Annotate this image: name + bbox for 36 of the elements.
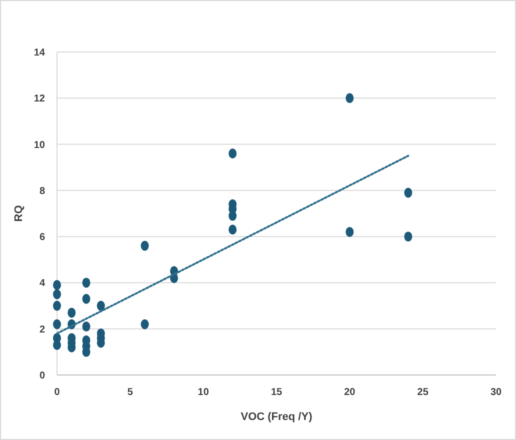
y-tick-label: 6 [39,232,46,244]
x-axis-title: VOC (Freq /Y) [240,411,313,423]
x-tick-label: 25 [417,387,429,398]
x-tick-label: 10 [198,387,210,398]
y-axis-title: RQ [13,204,25,222]
y-tick-label: 2 [39,324,46,336]
y-tick-label: 4 [39,278,46,290]
point [404,232,412,242]
x-tick-label: 5 [127,387,134,398]
y-tick-label: 8 [39,186,46,197]
y-tick-label: 10 [34,140,46,151]
point [53,300,61,311]
x-tick-label: 15 [270,387,282,398]
y-tick-label: 14 [34,48,46,58]
point [82,278,90,288]
point [82,322,90,332]
point [228,148,237,159]
point [53,340,61,350]
y-tick-label: 0 [39,370,46,382]
x-tick-label: 0 [54,387,60,398]
point [53,319,61,330]
point [53,289,61,300]
x-tick-label: 20 [344,387,356,398]
point [53,280,61,290]
point [228,224,237,235]
x-tick-label: 30 [490,387,502,398]
point [68,308,76,318]
point [82,294,90,304]
point [228,210,237,221]
y-tick-label: 12 [34,94,46,105]
point [96,300,105,311]
point [346,226,354,237]
point [346,93,354,104]
point [140,319,149,330]
point [404,188,412,198]
point [140,240,149,251]
